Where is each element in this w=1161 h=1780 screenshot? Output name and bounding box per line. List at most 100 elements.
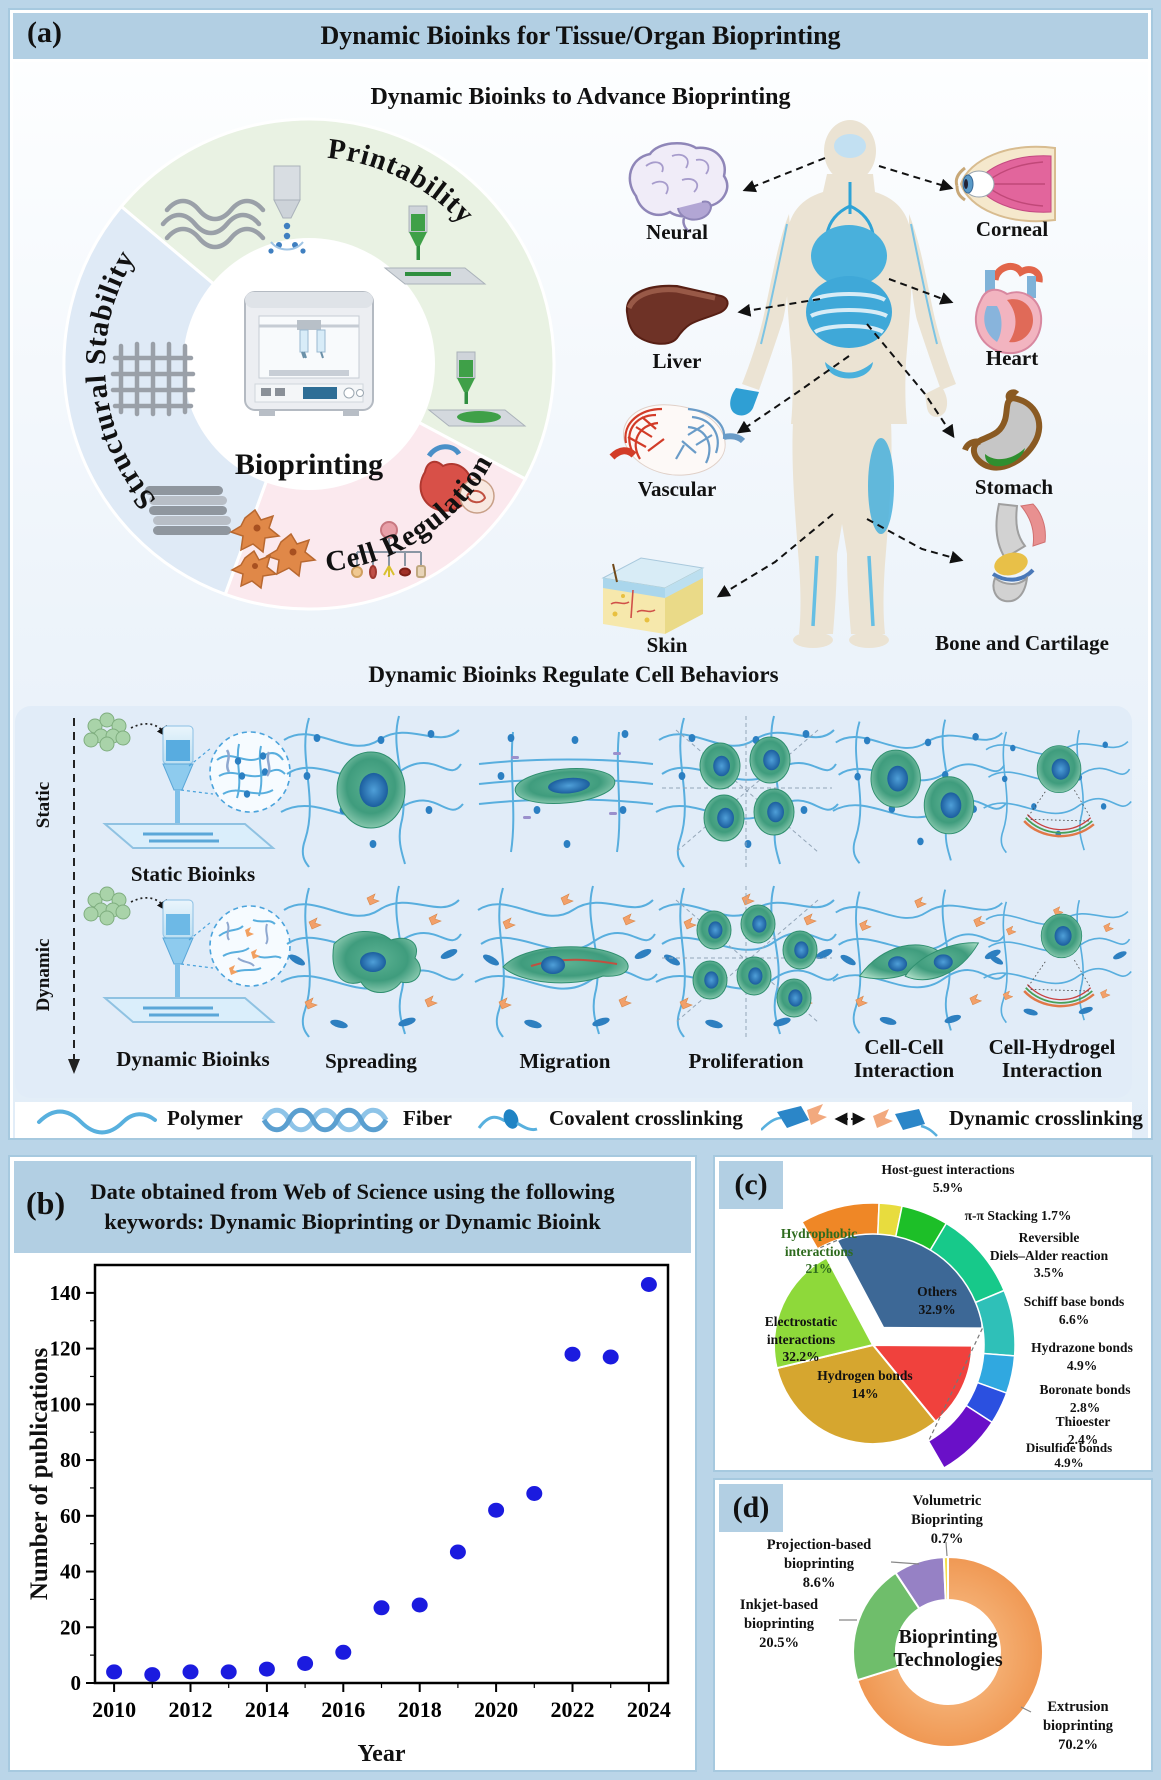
panel-a: (a) Dynamic Bioinks for Tissue/Organ Bio… — [8, 8, 1153, 1140]
legend-dynamic-label: Dynamic crosslinking — [949, 1106, 1143, 1130]
tile-spreading-static — [280, 715, 464, 868]
data-point-2014 — [258, 1661, 275, 1677]
liver-icon — [625, 284, 729, 345]
heart-tissue-icon — [419, 444, 495, 514]
svg-text:2020: 2020 — [474, 1697, 518, 1722]
bone-cartilage-icon — [991, 502, 1046, 603]
donut-center-label: Bioprinting Technologies — [893, 1626, 1003, 1671]
static-bioinks-label: Static Bioinks — [130, 862, 256, 886]
donut-label-projection: Projection-based bioprinting 8.6% — [766, 1537, 872, 1591]
publications-scatter-chart: 2010 2012 2014 2016 2018 2020 2022 2024 0 20 40 60 8… — [50, 1263, 671, 1722]
panel-b-tag: (b) — [26, 1185, 66, 1221]
panel-a-title: Dynamic Bioinks for Tissue/Organ Bioprin… — [320, 21, 841, 50]
ring-disulfide-bonds — [927, 1404, 994, 1470]
differentiation-tree-icon — [351, 521, 426, 579]
tile-cell-cell-dynamic — [832, 889, 1007, 1034]
callout-host-guest: Host-guest interactions 5.9% — [881, 1162, 1015, 1195]
data-point-2023 — [602, 1349, 619, 1365]
data-point-2012 — [182, 1664, 199, 1680]
blue-hand — [730, 388, 759, 416]
panel-c-tag: (c) — [719, 1161, 783, 1209]
data-point-2015 — [297, 1656, 314, 1671]
legend-fiber-label: Fiber — [403, 1106, 452, 1130]
callout-disulfide: Disulfide bonds 4.9% — [1025, 1440, 1113, 1470]
skin-icon — [601, 557, 705, 634]
bioprinting-wheel: Bioprinting Printability Structural Stab… — [62, 117, 556, 611]
tile-cell-hydrogel-static — [983, 729, 1132, 854]
behaviors-panel: Static Dynamic Static Bioin — [15, 706, 1132, 1098]
svg-text:140: 140 — [50, 1281, 82, 1305]
svg-text:40: 40 — [60, 1560, 81, 1584]
inkjet-nozzle-icon — [268, 165, 306, 254]
printed-grid-icon — [110, 341, 196, 417]
svg-text:60: 60 — [60, 1504, 81, 1528]
callout-schiff: Schiff base bonds 6.6% — [1023, 1294, 1125, 1327]
breakout-connectors — [817, 1239, 983, 1442]
organ-label-corneal: Corneal — [976, 217, 1048, 241]
data-point-2011 — [144, 1667, 161, 1683]
panel-c: (c) Host-guest interactions 5.9% π-π Stac… — [713, 1155, 1153, 1472]
heart-organ-icon — [974, 262, 1043, 355]
svg-text:2014: 2014 — [245, 1697, 289, 1722]
slice-label-electrostatic: Electrostatic interactions 32.2% — [764, 1314, 838, 1365]
brain-icon — [628, 141, 729, 234]
donut-leader-lines — [839, 1541, 1032, 1713]
callout-diels-alder: Reversible Diels–Alder reaction 3.5% — [989, 1230, 1109, 1281]
data-point-2021 — [526, 1486, 543, 1501]
rail-label-static: Static — [33, 781, 54, 829]
dynamic-bioink-printing — [77, 884, 312, 1036]
tile-spreading-dynamic — [280, 885, 464, 1038]
dynamic-nozzle-illustration — [83, 886, 291, 1023]
printed-filament-icon — [160, 198, 266, 250]
printed-stack-icon — [145, 486, 231, 535]
column-label-proliferation: Proliferation — [688, 1049, 804, 1073]
crosslink-legend: Polymer Fiber Covalent crosslinking — [15, 1102, 1143, 1138]
organ-label-stomach: Stomach — [975, 475, 1053, 499]
static-nozzle-illustration — [83, 712, 291, 849]
tile-cell-cell-static — [832, 719, 1007, 864]
dynamic-crosslink-icon — [761, 1104, 938, 1137]
behaviors-title: Dynamic Bioinks Regulate Cell Behaviors — [368, 662, 779, 687]
donut-label-extrusion: Extrusion bioprinting 70.2% — [1042, 1699, 1114, 1753]
data-point-2016 — [335, 1644, 352, 1660]
callout-hydrazone: Hydrazone bonds 4.9% — [1031, 1340, 1133, 1373]
callout-arrows — [716, 157, 964, 598]
static-bioink-printing — [77, 710, 312, 862]
fiber-icon — [261, 1107, 389, 1133]
tile-proliferation-dynamic — [655, 885, 839, 1038]
donut-label-volumetric: Volumetric Bioprinting 0.7% — [911, 1493, 983, 1547]
donut-slice-volumetric-bioprinting — [942, 1555, 949, 1602]
static-dynamic-axis — [68, 718, 80, 1074]
legend-polymer-label: Polymer — [167, 1106, 243, 1130]
dynamic-bioinks-label: Dynamic Bioinks — [116, 1047, 270, 1071]
data-point-2010 — [106, 1664, 123, 1680]
svg-text:2018: 2018 — [398, 1697, 442, 1722]
covalent-crosslink-icon — [477, 1109, 538, 1132]
rail-label-dynamic: Dynamic — [33, 938, 54, 1012]
dynamic-interactions-pie — [772, 1202, 1016, 1470]
svg-text:120: 120 — [50, 1337, 82, 1361]
svg-text:2024: 2024 — [627, 1697, 671, 1722]
cornea-icon — [954, 145, 1056, 223]
data-point-2013 — [220, 1664, 237, 1680]
panel-a-tag: (a) — [27, 16, 62, 49]
polymer-icon — [37, 1109, 157, 1135]
slice-label-others: Others 32.9% — [917, 1284, 957, 1317]
organ-label-heart: Heart — [986, 346, 1038, 370]
donut-label-inkjet: Inkjet-based bioprinting 20.5% — [739, 1597, 819, 1651]
panel-b-title-line2: keywords: Dynamic Bioprinting or Dynamic… — [104, 1209, 601, 1234]
column-label-migration: Migration — [519, 1049, 611, 1073]
organ-label-skin: Skin — [647, 633, 688, 657]
slice-label-hydrophobic: Hydrophobic interactions 21% — [780, 1226, 858, 1277]
y-axis-label: Number of publications — [26, 1347, 53, 1601]
tile-migration-dynamic — [474, 885, 658, 1038]
panel-a-subtitle: Dynamic Bioinks to Advance Bioprinting — [370, 84, 791, 110]
svg-text:0: 0 — [71, 1671, 82, 1695]
column-label-cell-cell: Cell-Cell Interaction — [853, 1035, 955, 1083]
panel-a-header: (a) Dynamic Bioinks for Tissue/Organ Bio… — [13, 13, 1148, 59]
human-body-figure: Neural Liver Vascular — [601, 120, 1109, 657]
cell-spheroid-icon — [83, 712, 131, 752]
panel-b-title-line1: Date obtained from Web of Science using … — [90, 1178, 615, 1204]
stellate-cells-icon — [229, 508, 317, 590]
slice-label-hydrogen: Hydrogen bonds 14% — [817, 1368, 913, 1401]
